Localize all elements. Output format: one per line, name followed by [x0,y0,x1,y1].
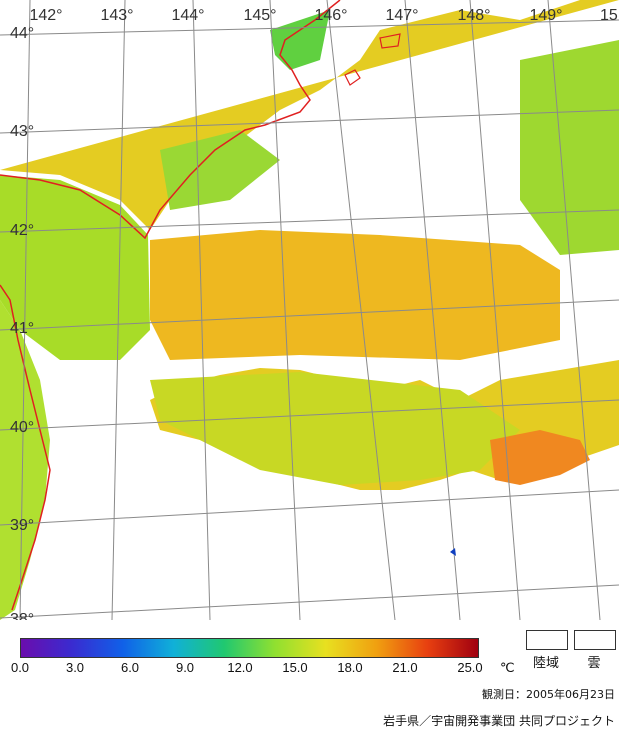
latitude-labels: 44° 43° 42° 41° 40° 39° 38° [10,25,34,620]
cloud-label: 雲 [587,656,601,671]
coast-strip-west [0,300,50,620]
colorbar-tick-label: 0.0 [10,660,30,675]
latitude-label: 42° [10,222,34,239]
colorbar-tick-label: 18.0 [337,660,363,675]
sea-surface-temperature-map: 142° 143° 144° 145° 146° 147° 148° 149° … [0,0,619,620]
colorbar-tick-label: 3.0 [65,660,85,675]
sea-warm-core [150,230,560,360]
graticule [0,0,619,620]
longitude-label: 143° [100,7,133,24]
latitude-label: 41° [10,320,34,337]
sea-green-north [160,130,280,210]
latitude-label: 43° [10,123,34,140]
longitude-label: 145° [243,7,276,24]
temperature-colorbar [20,638,479,658]
sea-green-south [150,372,520,485]
latitude-label: 44° [10,25,34,42]
land-label: 陸域 [532,656,560,671]
colorbar-tick-label: 25.0 [457,660,483,675]
credit-text: 岩手県／宇宙開発事業団 共同プロジェクト [383,714,615,728]
sea-warm-southeast [490,430,590,485]
island-coastline [344,33,401,86]
colorbar-tick-label: 12.0 [227,660,253,675]
longitude-label: 146° [314,7,347,24]
longitude-label: 144° [171,7,204,24]
land-swatch [526,630,568,650]
latitude-label: 38° [10,611,34,620]
longitude-label: 15 [600,7,618,24]
longitude-label: 147° [385,7,418,24]
cold-speck [450,548,456,556]
longitude-label: 149° [529,7,562,24]
colorbar-tick-label: 6.0 [120,660,140,675]
latitude-label: 39° [10,517,34,534]
colorbar-tick-label: 21.0 [392,660,418,675]
hokkaido-coastline [0,0,341,240]
sea-green-east [520,40,619,255]
colorbar-tick-label: 9.0 [175,660,195,675]
observation-date: 観測日：2005年06月23日 [482,688,615,701]
latitude-label: 40° [10,419,34,436]
longitude-label: 142° [29,7,62,24]
honshu-coastline [0,284,51,611]
colorbar-tick-label: 15.0 [282,660,308,675]
longitude-label: 148° [457,7,490,24]
temperature-unit: ℃ [500,660,515,675]
map-canvas: 142° 143° 144° 145° 146° 147° 148° 149° … [0,0,619,620]
cloud-swatch [574,630,616,650]
strait-green [270,10,330,70]
legend-panel: 0.0 3.0 6.0 9.0 12.0 15.0 18.0 21.0 25.0… [0,620,619,728]
sea-green-west [0,175,150,360]
longitude-labels: 142° 143° 144° 145° 146° 147° 148° 149° … [29,7,617,24]
